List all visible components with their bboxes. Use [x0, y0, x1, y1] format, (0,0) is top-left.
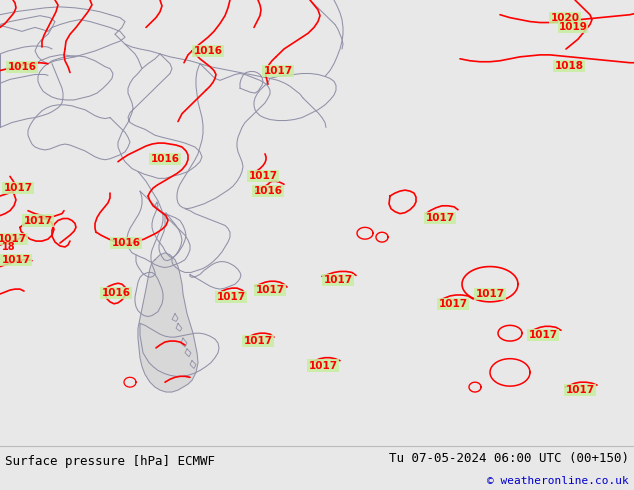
- Text: Tu 07-05-2024 06:00 UTC (00+150): Tu 07-05-2024 06:00 UTC (00+150): [389, 452, 629, 465]
- Text: 1016: 1016: [101, 288, 131, 298]
- Text: 1017: 1017: [23, 216, 53, 225]
- Text: 1017: 1017: [323, 275, 353, 285]
- Polygon shape: [190, 361, 196, 368]
- Text: 1017: 1017: [249, 172, 278, 181]
- Text: 1016: 1016: [254, 186, 283, 196]
- Text: 1017: 1017: [1, 255, 30, 265]
- Text: 1016: 1016: [8, 62, 37, 72]
- Polygon shape: [172, 314, 178, 321]
- Text: 1017: 1017: [439, 299, 467, 309]
- Polygon shape: [176, 323, 182, 331]
- Text: 1019: 1019: [559, 23, 588, 32]
- Polygon shape: [138, 253, 198, 392]
- Text: 1018: 1018: [555, 61, 583, 71]
- Text: 1016: 1016: [112, 238, 141, 248]
- Text: 1017: 1017: [3, 183, 32, 193]
- Text: 18: 18: [2, 242, 16, 252]
- Text: 1017: 1017: [216, 292, 245, 302]
- Text: 1016: 1016: [150, 154, 179, 164]
- Text: 1017: 1017: [256, 285, 285, 295]
- Text: 1017: 1017: [528, 330, 557, 340]
- Text: 1016: 1016: [193, 46, 223, 56]
- Text: 1017: 1017: [308, 361, 337, 370]
- Text: 1017: 1017: [425, 213, 455, 222]
- Text: 1017: 1017: [264, 66, 292, 75]
- Text: 1017: 1017: [566, 385, 595, 395]
- Polygon shape: [185, 349, 191, 357]
- Text: Surface pressure [hPa] ECMWF: Surface pressure [hPa] ECMWF: [5, 455, 215, 468]
- Text: 1020: 1020: [550, 13, 579, 23]
- Text: 1017: 1017: [476, 289, 505, 299]
- Polygon shape: [181, 338, 187, 347]
- Text: 1017: 1017: [243, 336, 273, 346]
- Text: © weatheronline.co.uk: © weatheronline.co.uk: [487, 476, 629, 486]
- Text: 1017: 1017: [0, 234, 27, 244]
